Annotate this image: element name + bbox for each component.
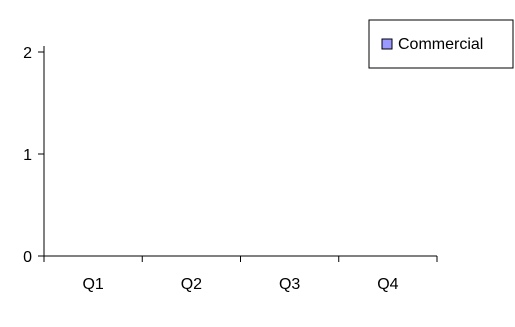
x-tick-label-q4: Q4 <box>377 276 398 293</box>
x-tick-label-q1: Q1 <box>82 276 103 293</box>
x-tick-label-q2: Q2 <box>181 276 202 293</box>
y-tick-label: 2 <box>23 45 32 62</box>
legend-box <box>368 19 514 69</box>
y-axis-ticks: 0 1 2 <box>23 45 44 266</box>
legend-swatch-commercial <box>381 38 393 50</box>
legend-label-commercial: Commercial <box>398 36 483 53</box>
y-tick-label: 1 <box>23 147 32 164</box>
legend: Commercial <box>368 19 514 69</box>
x-tick-label-q3: Q3 <box>279 276 300 293</box>
y-tick-label: 0 <box>23 249 32 266</box>
x-axis-ticks: Q1 Q2 Q3 Q4 <box>43 256 438 293</box>
